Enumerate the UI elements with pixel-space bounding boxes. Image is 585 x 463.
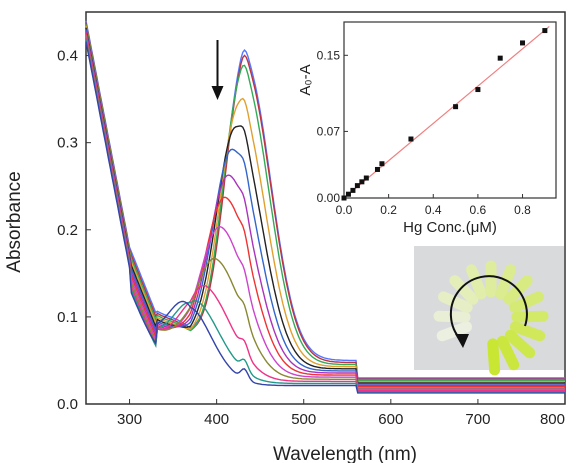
- spectrum-line-9: [85, 34, 565, 389]
- x-tick-label: 500: [291, 411, 316, 428]
- vial: [487, 338, 501, 376]
- y-tick-label: 0.3: [57, 135, 78, 152]
- y-tick-label: 0.4: [57, 48, 78, 65]
- inset-data-point: [363, 175, 369, 181]
- plot-frame: [85, 11, 566, 405]
- inset-x-tick-label: 0.0: [336, 203, 353, 217]
- inset-plot: 0.0 0.2 0.4 0.6 0.8 0.00 0.07 0.15 Hg Conc.(μM) A…: [297, 21, 557, 236]
- inset-data-point: [345, 191, 351, 197]
- x-tick-label: 800: [540, 411, 565, 428]
- inset-data-point: [359, 179, 365, 185]
- spectrum-line-3: [85, 24, 565, 382]
- spectrum-line-13: [85, 41, 565, 394]
- y-tick-label: 0.0: [57, 396, 78, 413]
- inset-data-point: [350, 187, 356, 193]
- inset-data-point: [497, 55, 503, 61]
- inset-x-tick-label: 0.4: [425, 203, 442, 217]
- vial: [433, 310, 471, 323]
- vial: [496, 335, 520, 371]
- y-axis-title: Absorbance: [4, 171, 25, 272]
- inset-x-axis-title: Hg Conc.(μM): [403, 219, 497, 236]
- inset-data-point: [374, 166, 380, 172]
- x-axis-title: Wavelength (nm): [273, 444, 417, 463]
- vial: [504, 329, 536, 359]
- inset-y-tick-label: 0.00: [317, 191, 341, 205]
- x-tick-label: 400: [204, 411, 229, 428]
- vial: [509, 291, 545, 313]
- inset-y-axis-title: A₀-A: [297, 64, 314, 95]
- spectrum-line-7: [85, 31, 565, 387]
- y-tick-label: 0.2: [57, 222, 78, 239]
- inset-data-point: [408, 136, 414, 142]
- inset-data-point: [475, 87, 481, 93]
- main-plot: 300 400 500 600 700 800 0.0 0.1 0.2 0.3 0.4: [57, 11, 566, 428]
- vial: [511, 310, 549, 323]
- inset-data-point: [520, 40, 526, 46]
- spectrum-line-10: [85, 36, 565, 390]
- spectrum-line-6: [85, 29, 565, 385]
- vial: [437, 291, 473, 313]
- spectrum-line-1: [85, 20, 565, 379]
- vial: [509, 321, 546, 342]
- spectrum-line-12: [85, 39, 565, 393]
- spectrum-line-11: [85, 37, 565, 392]
- x-tick-label: 700: [465, 411, 490, 428]
- vial: [495, 264, 516, 300]
- curved-arrow-icon: [449, 275, 528, 341]
- spectrum-line-4: [85, 25, 565, 383]
- inset-x-tick-label: 0.2: [380, 203, 397, 217]
- vial: [449, 275, 479, 305]
- x-tick-label: 600: [378, 411, 403, 428]
- x-tick-label: 300: [117, 411, 142, 428]
- y-tick-label: 0.1: [57, 309, 78, 326]
- inset-y-tick-label: 0.15: [317, 48, 341, 62]
- vial: [466, 264, 487, 300]
- inset-data-point: [354, 183, 360, 189]
- down-arrow-icon: [211, 86, 224, 100]
- photo-inset: [414, 246, 564, 376]
- inset-x-tick-label: 0.6: [470, 203, 487, 217]
- inset-data-point: [542, 28, 548, 34]
- inset-y-tick-label: 0.07: [317, 124, 341, 138]
- inset-x-tick-label: 0.8: [514, 203, 531, 217]
- inset-data-point: [379, 161, 385, 167]
- inset-data-point: [341, 195, 347, 201]
- inset-data-point: [453, 104, 459, 110]
- curved-arrow-head-icon: [455, 334, 469, 348]
